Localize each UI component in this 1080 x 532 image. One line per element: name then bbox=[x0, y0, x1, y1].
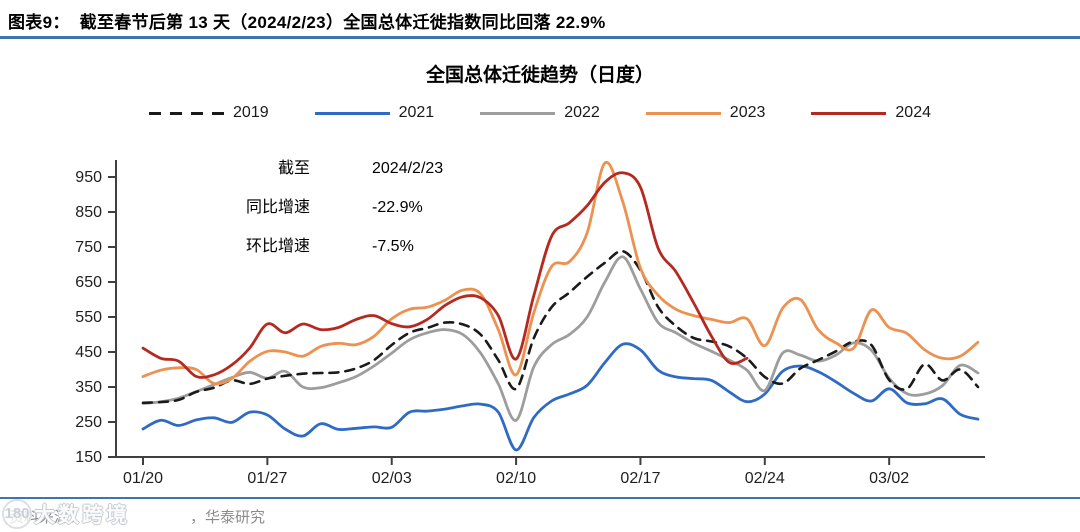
annotation-value-yoy: -22.9% bbox=[372, 199, 423, 216]
annotation-label-mom: 环比增速 bbox=[245, 238, 310, 255]
legend-swatch-2024 bbox=[811, 111, 887, 115]
annotation-label-yoy: 同比增速 bbox=[245, 199, 310, 216]
x-tick-label: 02/17 bbox=[620, 470, 660, 487]
header-divider bbox=[0, 36, 1080, 39]
x-tick-label: 01/20 bbox=[123, 470, 163, 487]
source-suffix: ，华泰研究 bbox=[190, 510, 266, 526]
annotation-table: 截至 2024/2/23 同比增速 -22.9% 环比增速 -7.5% bbox=[200, 154, 482, 271]
legend-swatch-2022 bbox=[480, 111, 556, 115]
footer: 资料来源： ，华泰研究 180 大数跨境 bbox=[0, 499, 1080, 532]
y-tick-label: 550 bbox=[75, 309, 102, 326]
legend-label-2024: 2024 bbox=[895, 104, 931, 121]
y-tick-label: 450 bbox=[75, 344, 102, 361]
series-line-2021 bbox=[141, 342, 980, 452]
legend-swatch-2023 bbox=[645, 111, 721, 115]
footer-divider bbox=[0, 497, 1080, 499]
y-tick-label: 850 bbox=[75, 204, 102, 221]
x-tick-label: 01/27 bbox=[247, 470, 287, 487]
legend-label-2019: 2019 bbox=[233, 104, 269, 121]
x-tick-label: 02/10 bbox=[496, 470, 536, 487]
series-line-2019 bbox=[141, 249, 980, 405]
x-tick-label: 03/02 bbox=[869, 470, 909, 487]
legend-swatch-2021 bbox=[314, 111, 390, 115]
annotation-label-asof: 截至 bbox=[277, 160, 310, 177]
y-tick-label: 750 bbox=[75, 239, 102, 256]
chart-title: 全国总体迁徙趋势（日度） bbox=[425, 65, 654, 86]
legend-label-2023: 2023 bbox=[729, 104, 766, 121]
y-tick-label: 350 bbox=[75, 379, 102, 396]
series-line-2022 bbox=[141, 255, 980, 422]
legend-item-2022: 2022 bbox=[480, 104, 600, 122]
legend-item-2023: 2023 bbox=[645, 104, 766, 122]
y-tick-label: 150 bbox=[75, 449, 102, 466]
y-tick-label: 250 bbox=[75, 414, 102, 431]
figure-header: 图表9： 截至春节后第 13 天（2024/2/23）全国总体迁徙指数同比回落 2… bbox=[8, 8, 1072, 33]
annotation-value-asof: 2024/2/23 bbox=[372, 160, 444, 177]
y-tick-label: 650 bbox=[75, 274, 102, 291]
legend-item-2021: 2021 bbox=[314, 104, 435, 122]
annotation-row-yoy: 同比增速 -22.9% bbox=[200, 193, 482, 232]
chart-legend: 2019 2021 2022 2023 2024 bbox=[0, 104, 1080, 122]
source-prefix: 资料来源： bbox=[9, 510, 85, 526]
legend-item-2019: 2019 bbox=[149, 104, 269, 122]
series-line-2023 bbox=[141, 161, 980, 386]
annotation-row-asof: 截至 2024/2/23 bbox=[200, 154, 482, 193]
legend-label-2021: 2021 bbox=[398, 104, 435, 121]
legend-item-2024: 2024 bbox=[811, 104, 931, 122]
annotation-value-mom: -7.5% bbox=[372, 238, 414, 255]
legend-label-2022: 2022 bbox=[564, 104, 600, 121]
series-line-2024 bbox=[141, 171, 749, 379]
y-tick-label: 950 bbox=[75, 169, 102, 186]
figure-title: 截至春节后第 13 天（2024/2/23）全国总体迁徙指数同比回落 22.9% bbox=[79, 13, 606, 32]
legend-swatch-2019 bbox=[149, 111, 225, 115]
annotation-row-mom: 环比增速 -7.5% bbox=[200, 232, 482, 271]
x-tick-label: 02/24 bbox=[745, 470, 785, 487]
x-tick-label: 02/03 bbox=[372, 470, 412, 487]
figure-label: 图表9： bbox=[8, 13, 70, 32]
